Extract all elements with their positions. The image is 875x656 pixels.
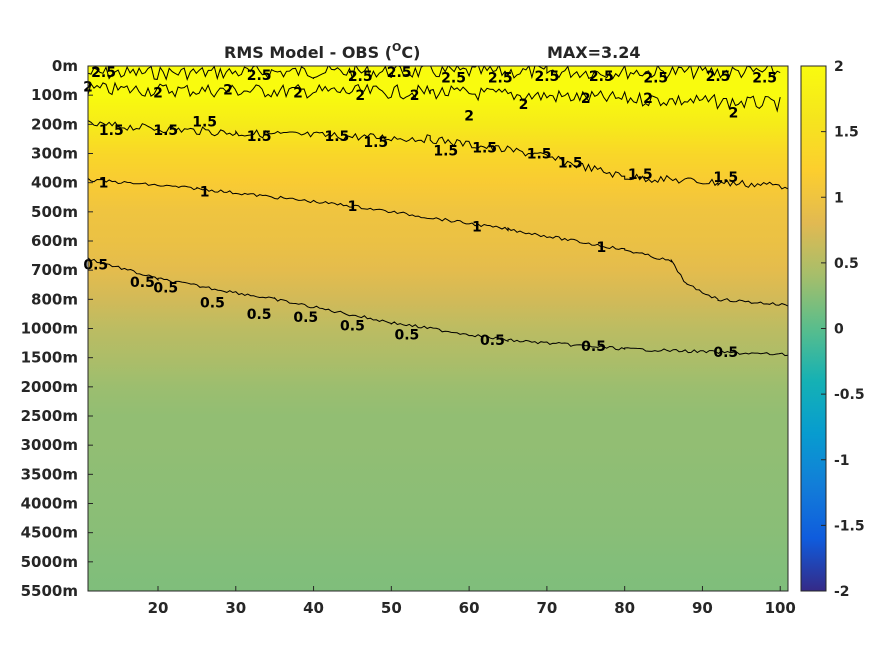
y-tick-label: 800m: [31, 290, 78, 308]
contour-label: 2.5: [589, 69, 614, 85]
contour-label: 1: [596, 240, 606, 256]
contour-label: 1.5: [324, 129, 349, 145]
contour-label: 1: [99, 176, 109, 192]
chart-title: RMS Model - OBS (OC): [224, 41, 420, 62]
contour-label: 2.5: [534, 69, 559, 85]
y-tick-label: 3000m: [21, 436, 78, 454]
contour-label: 1: [200, 184, 210, 200]
y-tick-label: 2000m: [21, 378, 78, 396]
y-tick-label: 200m: [31, 115, 78, 133]
y-tick-label: 1000m: [21, 320, 78, 338]
colorbar-tick-label: 0.5: [834, 256, 859, 272]
colorbar-tick-label: 0: [834, 322, 844, 338]
contour-label: 0.5: [480, 333, 505, 349]
contour-label: 2: [643, 91, 653, 107]
contour-line: [88, 120, 788, 190]
contour-line: [88, 66, 781, 81]
contour-label: 2: [355, 88, 365, 104]
y-tick-label: 5000m: [21, 553, 78, 571]
contour-label: 2: [153, 85, 163, 101]
colorbar-tick-label: -1: [834, 453, 850, 469]
contour-label: 2: [519, 97, 529, 113]
x-axis: 20 30 40 50 60 70 80 90 100: [148, 586, 796, 617]
contour-label: 2.5: [488, 71, 513, 87]
x-tick-label: 90: [692, 599, 713, 617]
contour-label: 0.5: [581, 339, 606, 355]
contour-label: 1.5: [99, 123, 124, 139]
contour-label: 1.5: [192, 114, 217, 130]
contour-label: 2.5: [643, 71, 668, 87]
contour-label: 2.5: [247, 68, 272, 84]
contour-label: 1.5: [153, 123, 178, 139]
colorbar-tick-label: -0.5: [834, 387, 865, 403]
contour-label: 2: [293, 85, 303, 101]
max-annotation: MAX=3.24: [547, 43, 641, 62]
x-tick-label: 40: [303, 599, 324, 617]
colorbar-tick-label: 1.5: [834, 125, 859, 141]
y-tick-label: 0m: [52, 57, 78, 75]
x-tick-label: 70: [536, 599, 557, 617]
y-tick-label: 4500m: [21, 524, 78, 542]
contour-label: 0.5: [247, 307, 272, 323]
y-tick-label: 4000m: [21, 495, 78, 513]
y-tick-label: 300m: [31, 145, 78, 163]
y-tick-label: 2500m: [21, 407, 78, 425]
contour-label: 0.5: [340, 319, 365, 335]
x-tick-label: 100: [765, 599, 796, 617]
x-tick-label: 30: [225, 599, 246, 617]
contour-label: 2.5: [348, 69, 373, 85]
y-tick-label: 100m: [31, 86, 78, 104]
x-tick-label: 60: [459, 599, 480, 617]
contour-label: 0.5: [200, 295, 225, 311]
contour-label: 1.5: [247, 129, 272, 145]
x-tick-label: 50: [381, 599, 402, 617]
contour-label: 2.5: [441, 71, 466, 87]
contour-label: 2: [729, 106, 739, 122]
contour-label: 1.5: [363, 135, 388, 151]
x-tick-label: 80: [614, 599, 635, 617]
colorbar-tick-label: 1: [834, 190, 844, 206]
contour-lines: [88, 66, 788, 357]
contour-label: 1.5: [628, 167, 653, 183]
y-tick-label: 1500m: [21, 349, 78, 367]
contour-label: 1.5: [558, 155, 583, 171]
contour-line: [88, 178, 788, 307]
contour-label: 0.5: [153, 281, 178, 297]
contour-label: 2.5: [706, 69, 731, 85]
contour-label: 1: [472, 219, 482, 235]
x-tick-label: 20: [148, 599, 169, 617]
y-axis: 0m 100m 200m 300m 400m 500m 600m 700m 800m 1000m 1…: [21, 57, 93, 600]
contour-label: 0.5: [130, 275, 155, 291]
contour-labels: 2.5 2.5 2.5 2.5 2.5 2.5 2.5 2.5 2.5 2.5 2.5 2 2 2 2 2 2 2…: [83, 65, 777, 361]
contour-label: 1.5: [527, 147, 552, 163]
y-tick-label: 400m: [31, 174, 78, 192]
contour-label: 2.5: [752, 71, 777, 87]
contour-label: 2: [464, 109, 474, 125]
contour-label: 0.5: [394, 327, 419, 343]
y-tick-label: 600m: [31, 232, 78, 250]
contour-label: 1: [348, 199, 358, 215]
y-tick-label: 3500m: [21, 465, 78, 483]
contour-label: 0.5: [713, 345, 738, 361]
y-tick-label: 700m: [31, 261, 78, 279]
y-tick-label: 500m: [31, 203, 78, 221]
colorbar-tick-label: -1.5: [834, 518, 865, 534]
y-tick-label: 5500m: [21, 582, 78, 600]
contour-label: 0.5: [293, 310, 318, 326]
colorbar-tick-label: 2: [834, 59, 844, 75]
contour-line: [88, 81, 781, 113]
contour-label: 0.5: [83, 257, 108, 273]
contour-line: [88, 257, 788, 357]
contour-label: 1.5: [472, 141, 497, 157]
contour-label: 2.5: [91, 65, 116, 81]
contour-label: 2: [581, 91, 591, 107]
contour-label: 1.5: [713, 170, 738, 186]
colorbar-axis: 2 1.5 1 0.5 0 -0.5 -1 -1.5 -2: [821, 59, 865, 600]
contour-label: 2.5: [387, 65, 412, 81]
contour-label: 2: [410, 88, 420, 104]
contour-label: 2: [223, 82, 233, 98]
colorbar-tick-label: -2: [834, 584, 850, 600]
contour-label: 1.5: [433, 144, 458, 160]
